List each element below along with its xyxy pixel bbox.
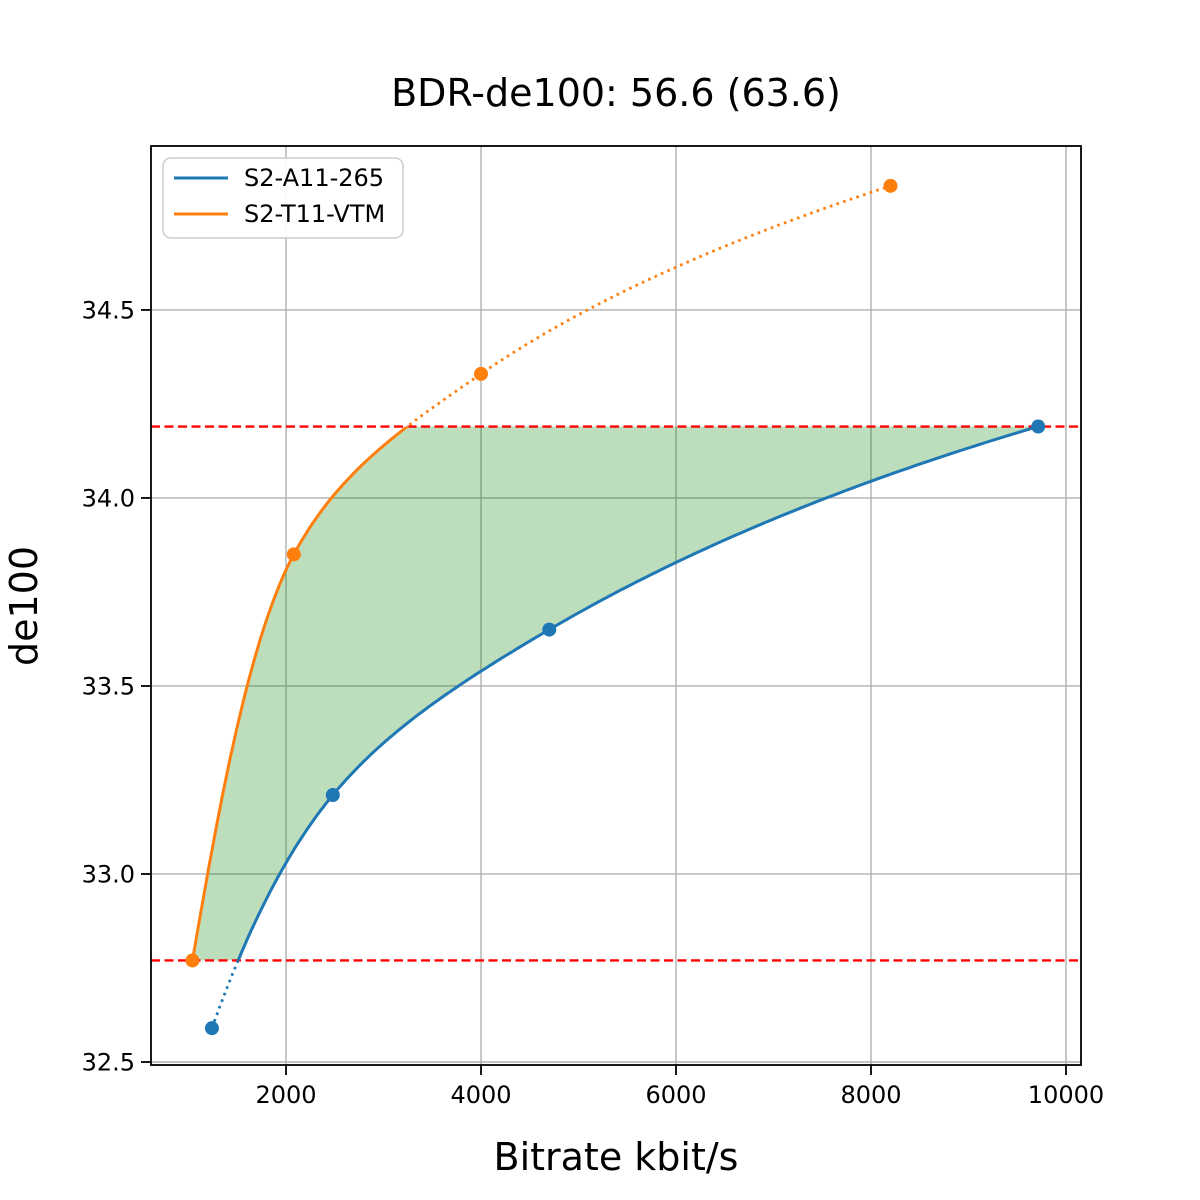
data-point-s2-a11-265 — [204, 1021, 219, 1036]
curve-solid-s2-a11-265 — [236, 426, 1039, 961]
x-tick-label: 10000 — [1028, 1081, 1104, 1109]
gridlines — [151, 146, 1081, 1065]
curve-solid-s2-t11-vtm — [190, 426, 410, 961]
legend-label-s2-a11-265: S2-A11-265 — [244, 164, 384, 192]
legend-label-s2-t11-vtm: S2-T11-VTM — [244, 200, 385, 228]
data-point-s2-t11-vtm — [185, 953, 200, 968]
series-curves — [190, 184, 1039, 1029]
x-tick-label: 4000 — [450, 1081, 511, 1109]
y-tick-label: 33.5 — [82, 672, 135, 700]
data-point-s2-a11-265 — [542, 622, 557, 637]
chart-title: BDR-de100: 56.6 (63.6) — [391, 71, 841, 115]
x-tick-label: 8000 — [840, 1081, 901, 1109]
data-point-s2-t11-vtm — [883, 178, 898, 193]
x-tick-label: 2000 — [255, 1081, 316, 1109]
y-tick-label: 34.5 — [82, 296, 135, 324]
bd-shaded-region — [192, 426, 1039, 961]
data-point-s2-a11-265 — [1031, 419, 1046, 434]
y-tick-label: 33.0 — [82, 860, 135, 888]
x-tick-label: 6000 — [645, 1081, 706, 1109]
plot-frame — [150, 145, 1082, 1066]
y-tick-label: 32.5 — [82, 1048, 135, 1076]
data-point-s2-t11-vtm — [286, 547, 301, 562]
y-axis-ticks: 32.5 33.0 33.5 34.0 34.5 — [82, 296, 151, 1076]
data-point-markers — [185, 178, 1046, 1036]
y-tick-label: 34.0 — [82, 484, 135, 512]
band-limit-lines — [151, 425, 1081, 962]
y-axis-label: de100 — [2, 546, 46, 666]
data-point-s2-t11-vtm — [474, 366, 489, 381]
x-axis-label: Bitrate kbit/s — [494, 1135, 739, 1179]
x-axis-ticks: 2000 4000 6000 8000 10000 — [255, 1065, 1104, 1109]
data-point-s2-a11-265 — [325, 788, 340, 803]
legend: S2-A11-265 S2-T11-VTM — [162, 157, 404, 239]
bd-area-fill — [192, 426, 1039, 961]
